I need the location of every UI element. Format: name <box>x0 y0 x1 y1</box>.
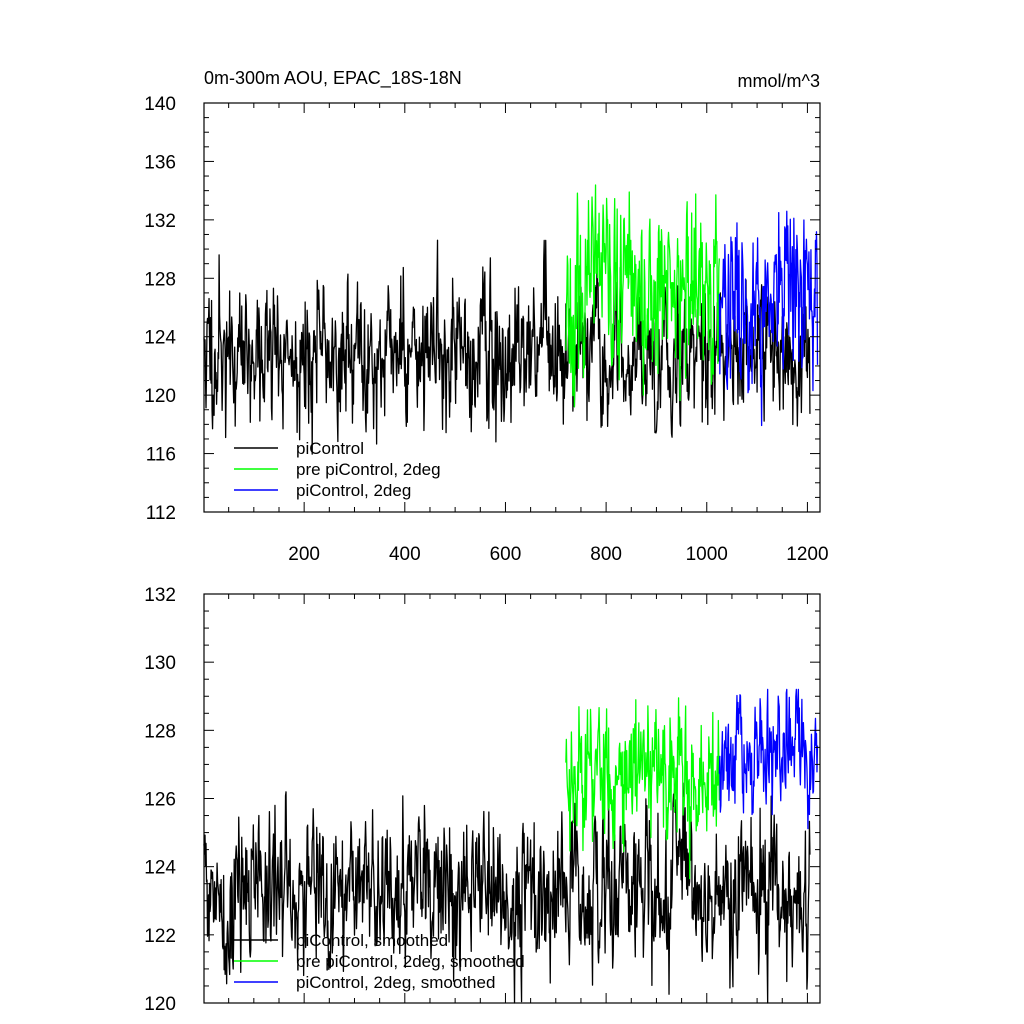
legend-label: pre piControl, 2deg, smoothed <box>296 952 525 971</box>
y-tick-label: 120 <box>144 994 176 1015</box>
x-tick-label: 1200 <box>786 544 828 565</box>
x-tick-label: 800 <box>590 544 622 565</box>
panel-top: 0m-300m AOU, EPAC_18S-18N mmol/m^3 11211… <box>144 68 828 565</box>
y-tick-label: 112 <box>146 503 176 524</box>
panel-bottom: 120 122 124 126 128 130 132 piControl, smoothe… <box>144 585 821 1015</box>
legend-label: piControl, 2deg, smoothed <box>296 973 495 992</box>
x-tick-label: 600 <box>490 544 522 565</box>
legend-bottom: piControl, smoothed pre piControl, 2deg, … <box>234 931 525 992</box>
legend-top: piControl pre piControl, 2deg piControl, 2… <box>234 439 441 500</box>
series-lines-bottom <box>203 688 819 1004</box>
y-tick-label: 122 <box>144 926 176 947</box>
y-tick-label: 136 <box>144 152 176 173</box>
axes-top: 112 116 120 124 128 132 136 140 200 400 600 800 1000… <box>144 94 828 565</box>
y-tick-label: 132 <box>144 211 176 232</box>
series-lines-top <box>203 184 819 455</box>
y-tick-label: 120 <box>144 386 176 407</box>
x-tick-label: 400 <box>389 544 421 565</box>
x-tick-label: 200 <box>288 544 320 565</box>
legend-label: piControl, 2deg <box>296 481 411 500</box>
chart-title: 0m-300m AOU, EPAC_18S-18N <box>204 68 462 89</box>
legend-label: piControl <box>296 439 364 458</box>
series-line-3 <box>718 688 819 830</box>
y-tick-label: 128 <box>144 269 176 290</box>
series-line-2 <box>565 184 720 408</box>
series-line-2 <box>565 697 720 880</box>
series-line-1 <box>203 782 811 1004</box>
legend-label: piControl, smoothed <box>296 931 448 950</box>
units-label: mmol/m^3 <box>738 71 820 91</box>
series-line-3 <box>718 210 819 427</box>
y-tick-label: 124 <box>144 328 176 349</box>
legend-label: pre piControl, 2deg <box>296 460 441 479</box>
y-tick-label: 128 <box>144 721 176 742</box>
y-tick-label: 116 <box>146 445 176 466</box>
y-tick-label: 140 <box>144 94 176 115</box>
y-tick-label: 124 <box>144 858 176 879</box>
y-tick-label: 132 <box>144 585 176 606</box>
y-tick-label: 126 <box>144 790 176 811</box>
series-line-1 <box>203 239 811 455</box>
y-tick-label: 130 <box>144 653 176 674</box>
x-tick-label: 1000 <box>686 544 728 565</box>
axes-bottom: 120 122 124 126 128 130 132 <box>144 585 821 1015</box>
